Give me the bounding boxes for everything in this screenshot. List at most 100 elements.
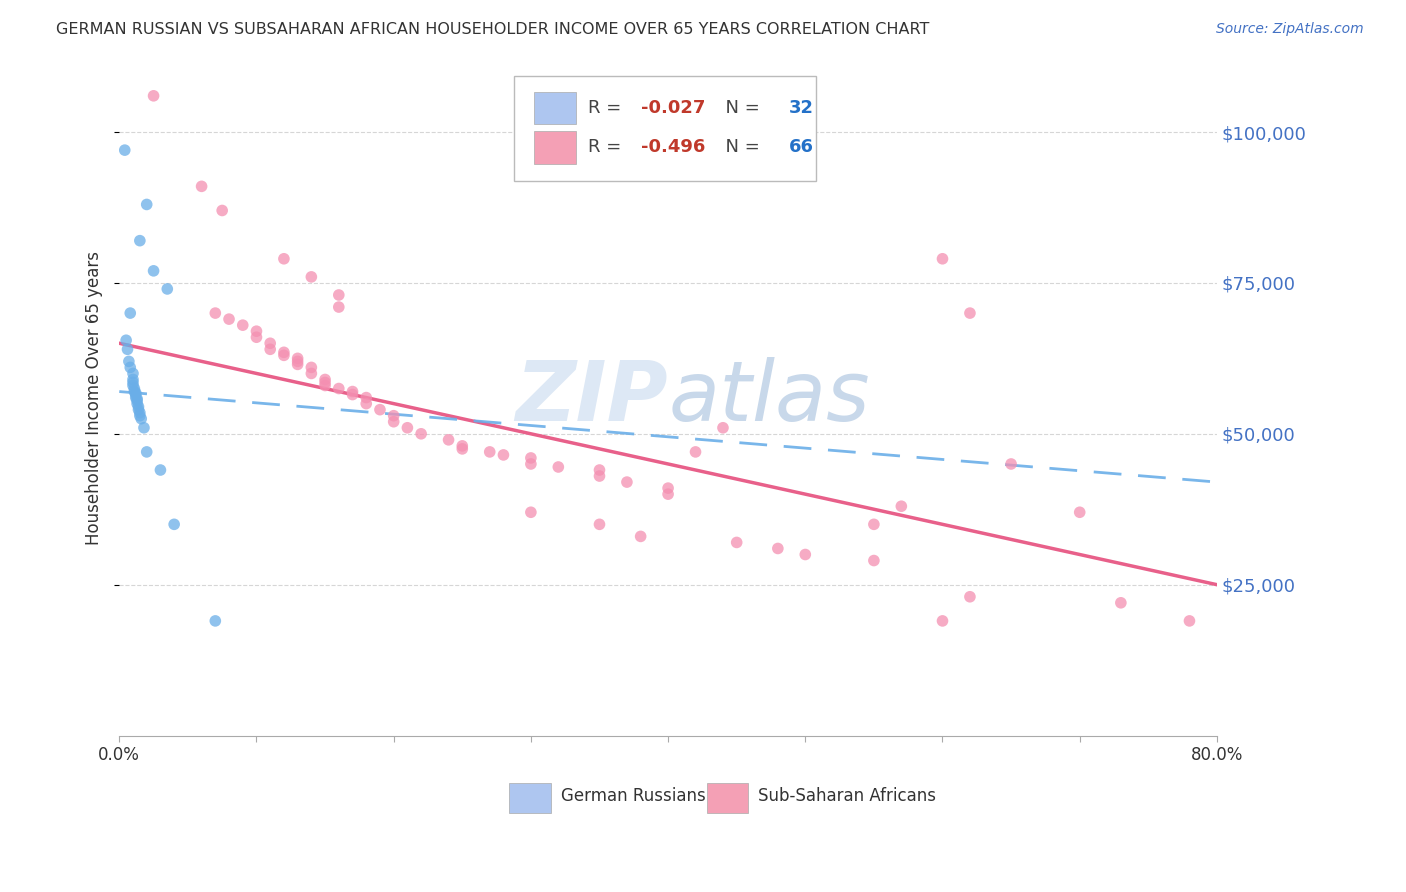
Point — [245, 330, 267, 344]
Point — [616, 475, 638, 489]
Text: R =: R = — [588, 138, 627, 156]
Point — [299, 367, 322, 381]
Point — [120, 306, 142, 320]
Point — [314, 376, 336, 390]
Point — [478, 445, 501, 459]
Point — [354, 391, 377, 405]
Point — [127, 393, 149, 408]
Point — [863, 517, 886, 532]
Point — [163, 517, 186, 532]
Point — [122, 378, 145, 392]
Point — [218, 312, 240, 326]
Point — [657, 487, 679, 501]
Point — [711, 421, 734, 435]
Point — [142, 264, 165, 278]
Point — [959, 590, 981, 604]
Point — [451, 442, 474, 456]
Point — [299, 360, 322, 375]
Point — [328, 382, 350, 396]
Point — [273, 345, 295, 359]
Point — [520, 450, 543, 465]
Point — [287, 358, 309, 372]
Point — [725, 535, 748, 549]
Point — [794, 548, 817, 562]
Point — [125, 385, 148, 400]
Point — [368, 402, 391, 417]
Point — [135, 197, 157, 211]
Point — [127, 392, 149, 406]
Point — [328, 288, 350, 302]
Point — [287, 354, 309, 368]
Point — [437, 433, 460, 447]
Point — [122, 376, 145, 390]
Point — [382, 415, 405, 429]
Point — [931, 252, 953, 266]
Point — [931, 614, 953, 628]
Point — [396, 421, 419, 435]
Point — [342, 384, 364, 399]
Point — [259, 343, 281, 357]
Point — [520, 505, 543, 519]
Point — [1178, 614, 1201, 628]
Point — [328, 300, 350, 314]
Point — [125, 391, 148, 405]
Text: Source: ZipAtlas.com: Source: ZipAtlas.com — [1216, 22, 1364, 37]
Point — [630, 529, 652, 543]
FancyBboxPatch shape — [509, 783, 551, 814]
Point — [127, 396, 149, 410]
Point — [273, 252, 295, 266]
Point — [588, 469, 610, 483]
Point — [588, 517, 610, 532]
Point — [142, 88, 165, 103]
Point — [156, 282, 179, 296]
Point — [204, 306, 226, 320]
Text: N =: N = — [714, 99, 766, 117]
Point — [890, 500, 912, 514]
Point — [132, 421, 155, 435]
Point — [354, 396, 377, 410]
Point — [245, 324, 267, 338]
Point — [259, 336, 281, 351]
Text: GERMAN RUSSIAN VS SUBSAHARAN AFRICAN HOUSEHOLDER INCOME OVER 65 YEARS CORRELATIO: GERMAN RUSSIAN VS SUBSAHARAN AFRICAN HOU… — [56, 22, 929, 37]
Point — [657, 481, 679, 495]
Point — [122, 372, 145, 386]
Point — [124, 384, 146, 399]
Point — [411, 426, 433, 441]
Point — [287, 351, 309, 366]
Point — [128, 406, 150, 420]
Text: 66: 66 — [789, 138, 814, 156]
Point — [129, 411, 152, 425]
Point — [135, 445, 157, 459]
Point — [128, 409, 150, 423]
Point — [1000, 457, 1022, 471]
Point — [190, 179, 212, 194]
Point — [149, 463, 172, 477]
Point — [127, 400, 149, 414]
Point — [1109, 596, 1132, 610]
FancyBboxPatch shape — [515, 77, 817, 181]
Point — [520, 457, 543, 471]
Point — [588, 463, 610, 477]
Point — [120, 360, 142, 375]
Point — [451, 439, 474, 453]
Text: ZIP: ZIP — [516, 357, 668, 438]
Text: N =: N = — [714, 138, 766, 156]
Point — [299, 269, 322, 284]
Point — [124, 382, 146, 396]
Point — [342, 387, 364, 401]
Point — [314, 372, 336, 386]
FancyBboxPatch shape — [534, 131, 576, 164]
Point — [685, 445, 707, 459]
FancyBboxPatch shape — [706, 783, 748, 814]
FancyBboxPatch shape — [534, 92, 576, 125]
Text: German Russians: German Russians — [561, 788, 706, 805]
Point — [122, 367, 145, 381]
Point — [766, 541, 789, 556]
Point — [117, 343, 139, 357]
Text: R =: R = — [588, 99, 627, 117]
Y-axis label: Householder Income Over 65 years: Householder Income Over 65 years — [86, 251, 103, 545]
Point — [204, 614, 226, 628]
Point — [273, 348, 295, 362]
Point — [114, 143, 136, 157]
Text: Sub-Saharan Africans: Sub-Saharan Africans — [758, 788, 936, 805]
